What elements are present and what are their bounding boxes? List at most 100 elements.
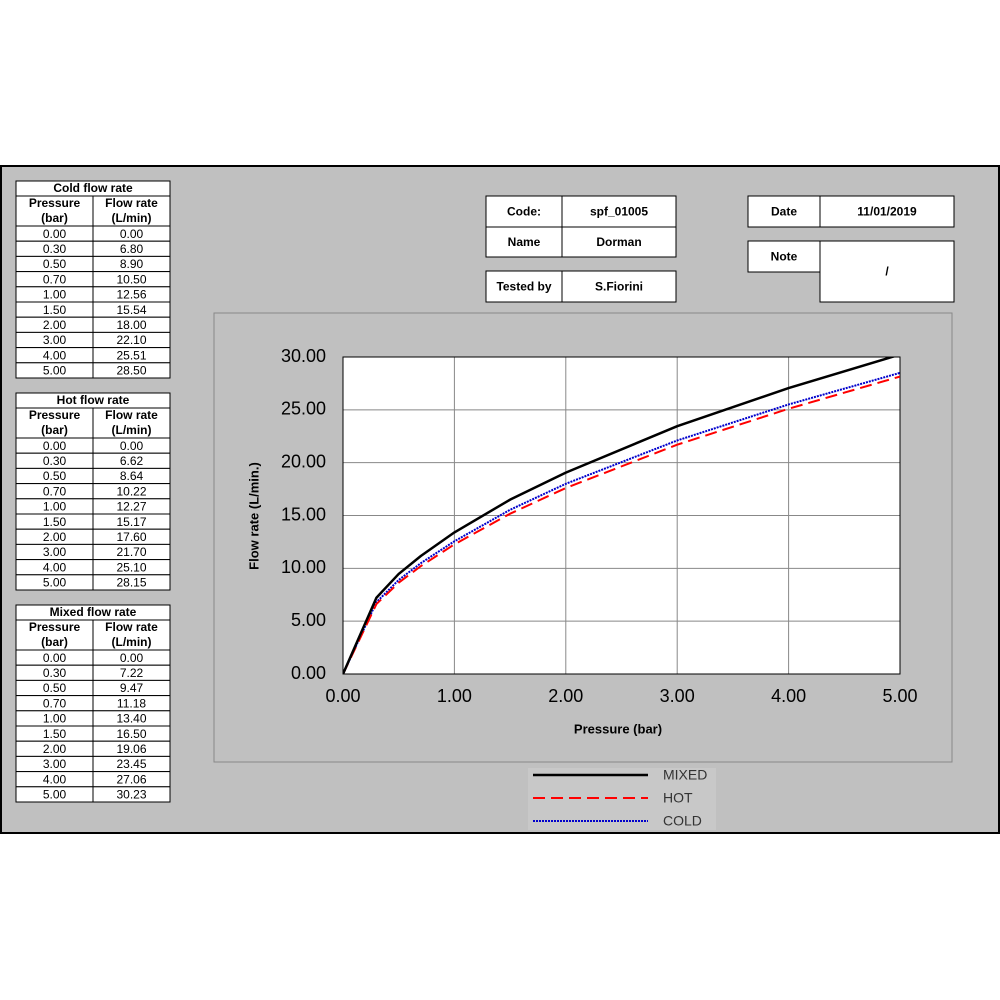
table-cell: 0.00 (120, 439, 144, 453)
table-cell: 5.00 (43, 364, 67, 378)
table-cell: 0.50 (43, 681, 67, 695)
y-axis-label: Flow rate (L/min.) (246, 462, 261, 570)
y-tick-label: 30.00 (281, 346, 326, 366)
table-header: Pressure (29, 196, 81, 210)
table-cell: 10.22 (116, 484, 146, 498)
cell (15, 619, 94, 651)
table-cell: 1.00 (43, 288, 67, 302)
cell (561, 195, 677, 228)
y-tick-label: 20.00 (281, 451, 326, 471)
info-value: S.Fiorini (595, 280, 643, 294)
table-cell: 22.10 (116, 333, 146, 347)
table-cell: 16.50 (116, 727, 146, 741)
table-cell: 0.70 (43, 696, 67, 710)
table-cell: 0.00 (120, 227, 144, 241)
cell (92, 786, 171, 803)
table-cell: 0.70 (43, 272, 67, 286)
table-header: (bar) (41, 211, 68, 225)
info-label: Tested by (496, 280, 551, 294)
table-cell: 1.50 (43, 515, 67, 529)
table-header: Pressure (29, 408, 81, 422)
cell (485, 195, 563, 228)
table-cell: 11.18 (117, 696, 146, 710)
table-cell: 2.00 (43, 742, 67, 756)
table-cell: 6.62 (120, 454, 144, 468)
legend-label: HOT (663, 790, 693, 806)
table-cell: 15.17 (116, 515, 146, 529)
table-cell: 1.50 (43, 303, 67, 317)
cell (747, 240, 821, 273)
y-tick-label: 5.00 (291, 610, 326, 630)
cell (819, 240, 955, 303)
table-header: (L/min) (112, 635, 152, 649)
table-cell: 0.00 (43, 227, 67, 241)
cell (92, 195, 171, 227)
table-header: Flow rate (105, 620, 158, 634)
series-line (343, 375, 900, 674)
table-header: (bar) (41, 423, 68, 437)
table-cell: 30.23 (116, 788, 146, 802)
table-cell: 25.10 (116, 560, 146, 574)
table-cell: 25.51 (116, 348, 146, 362)
table-header: Pressure (29, 620, 81, 634)
table-cell: 6.80 (120, 242, 144, 256)
table-cell: 0.00 (43, 439, 67, 453)
plot-lines (343, 357, 900, 674)
table-cell: 0.00 (43, 651, 67, 665)
table-cell: 2.00 (43, 530, 67, 544)
series-line (343, 371, 900, 674)
plot-frame (342, 356, 901, 675)
table-cell: 1.00 (43, 712, 67, 726)
x-tick-label: 4.00 (771, 686, 806, 706)
info-label: Code: (507, 205, 541, 219)
table-cell: 0.30 (43, 454, 67, 468)
table-cell: 10.50 (116, 272, 146, 286)
table-cell: 3.00 (43, 333, 67, 347)
cell (561, 226, 677, 258)
table-cell: 8.64 (120, 469, 144, 483)
table-cell: 0.50 (43, 257, 67, 271)
x-axis-label: Pressure (bar) (574, 721, 662, 736)
cell (485, 226, 563, 258)
series-line (343, 357, 897, 674)
info-value: 11/01/2019 (857, 205, 917, 219)
table-cell: 9.47 (120, 681, 144, 695)
table-cell: 4.00 (43, 772, 67, 786)
y-tick-label: 0.00 (291, 663, 326, 683)
table-header: (L/min) (112, 211, 152, 225)
table-cell: 8.90 (120, 257, 144, 271)
x-tick-label: 5.00 (882, 686, 917, 706)
table-cell: 5.00 (43, 788, 67, 802)
table-cell: 3.00 (43, 545, 67, 559)
table-header: Flow rate (105, 408, 158, 422)
table-cell: 4.00 (43, 348, 67, 362)
table-cell: 0.30 (43, 242, 67, 256)
table-cell: 0.30 (43, 666, 67, 680)
table-cell: 17.60 (116, 530, 146, 544)
table-cell: 23.45 (116, 757, 146, 771)
table-header: (L/min) (112, 423, 152, 437)
x-tick-label: 1.00 (437, 686, 472, 706)
table-cell: 3.00 (43, 757, 67, 771)
cell (92, 407, 171, 439)
table-cell: 28.15 (116, 576, 146, 590)
cell (561, 270, 677, 303)
info-value: Dorman (596, 235, 641, 249)
table-cell: 12.56 (116, 288, 146, 302)
y-tick-label: 15.00 (281, 504, 326, 524)
info-value: / (885, 265, 889, 279)
table-cell: 28.50 (116, 364, 146, 378)
table-cell: 7.22 (120, 666, 144, 680)
table-title: Mixed flow rate (50, 605, 137, 619)
cell (92, 362, 171, 379)
info-label: Date (771, 205, 797, 219)
table-cell: 4.00 (43, 560, 67, 574)
legend-label: MIXED (663, 767, 707, 783)
legend-label: COLD (663, 813, 702, 829)
table-cell: 2.00 (43, 318, 67, 332)
table-cell: 0.00 (120, 651, 144, 665)
table-title: Cold flow rate (53, 181, 133, 195)
table-cell: 18.00 (116, 318, 146, 332)
cell (747, 195, 821, 228)
table-cell: 0.50 (43, 469, 67, 483)
